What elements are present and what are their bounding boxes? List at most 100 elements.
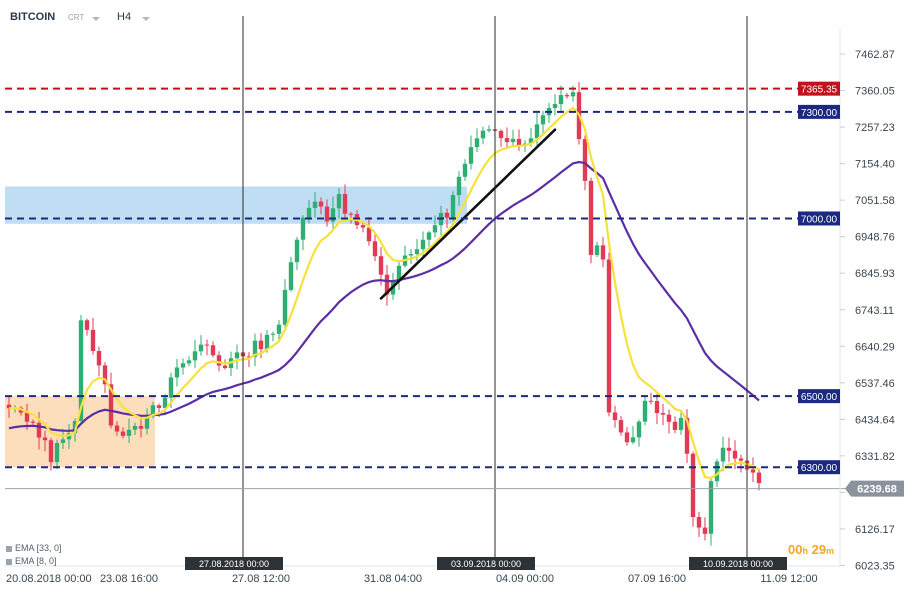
candle-body [594,245,600,255]
candle [552,94,558,116]
level-label: 6300.00 [801,463,838,474]
candle-body [366,227,372,242]
candle-body [246,356,252,358]
candle-body [24,412,30,422]
y-tick-label: 6845.93 [855,268,895,280]
candle [444,208,450,229]
session-label: 10.09.2018 00:00 [703,559,773,569]
candle-body [636,421,642,438]
candle-body [582,139,588,181]
candle [564,92,570,99]
candle-body [486,129,492,131]
timeframe-selector[interactable]: H4 [117,11,132,23]
level-label-bg [798,460,840,475]
candle-body [186,360,192,364]
candle [666,409,672,434]
candle [558,85,564,113]
chart-toolbar: BITCOIN CRT H4 [0,0,914,30]
countdown-minutes: 29 [811,542,827,557]
y-tick-label: 6537.46 [855,378,895,390]
indicator-ema-33[interactable]: EMA [33, 0] [6,543,62,553]
candle-body [618,420,624,433]
candle-body [144,415,150,429]
x-tick-label: 07.09 16:00 [628,573,686,585]
current-price-label-bg [845,480,904,497]
candle [30,419,36,426]
candle-body [612,412,618,421]
candle [330,196,336,230]
candle-body [252,340,258,357]
candle [126,418,132,443]
candle-body [666,414,672,422]
candle [282,279,288,332]
candle [606,252,612,417]
candle-body [174,367,180,378]
countdown-hours-unit: h [802,546,808,556]
candle-body [414,249,420,255]
indicator-settings-icon[interactable] [6,546,12,552]
candle [468,135,474,170]
session-label-bg [437,557,535,570]
candle [726,437,732,462]
candle-body [456,176,462,196]
y-tick-label: 6640.29 [855,341,895,353]
y-tick-label: 7154.40 [855,159,895,171]
candle [678,411,684,435]
candle [630,426,636,445]
candle-body [126,429,132,436]
candle [618,416,624,436]
candle-body [162,397,168,408]
candle [750,457,756,482]
candle [516,129,522,151]
session-label: 27.08.2018 00:00 [199,559,269,569]
candle [252,333,258,367]
candle [270,331,276,342]
candle-body [468,147,474,164]
trendline [379,128,557,300]
indicator-ema-8[interactable]: EMA [8, 0] [6,556,57,566]
candle [300,215,306,251]
candle-body [294,239,300,263]
symbol-sub-label: CRT [68,13,85,22]
candle-body [702,527,708,534]
timeframe-chevron-down-icon[interactable] [142,17,150,21]
indicator-settings-icon[interactable] [6,559,12,565]
symbol-name[interactable]: BITCOIN [10,11,56,23]
candle [456,171,462,206]
candle [756,468,762,491]
candle-body [204,344,210,346]
level-label: 7365.35 [801,85,838,96]
level-label-bg [798,389,840,404]
candle-body [738,458,744,461]
candle-body [750,469,756,473]
candle [624,427,630,446]
candle-body [624,432,630,443]
candle-body [426,232,432,240]
candle [360,221,366,233]
y-tick-label: 6126.17 [855,524,895,536]
candle-body [732,450,738,459]
candle [318,197,324,215]
x-axis: 20.08.2018 00:00 23.08 16:00 27.08 12:00 31… [6,573,818,585]
candle [60,428,66,449]
candle [48,437,54,471]
candle-body [330,208,336,222]
candle [510,129,516,146]
candle [306,199,312,224]
candle-body [96,351,102,366]
candle [276,320,282,343]
candle [432,215,438,238]
candle-body [516,138,522,146]
candle-body [300,217,306,240]
symbol-chevron-down-icon[interactable] [92,17,100,21]
y-tick-label: 7257.23 [855,122,895,134]
candle [636,419,642,447]
candle-body [276,324,282,334]
y-tick-label: 6023.35 [855,561,895,573]
candle-body [6,404,12,409]
y-tick-label: 6743.11 [855,305,894,317]
candle [600,237,606,268]
candle-body [570,92,576,97]
candle [612,405,618,428]
